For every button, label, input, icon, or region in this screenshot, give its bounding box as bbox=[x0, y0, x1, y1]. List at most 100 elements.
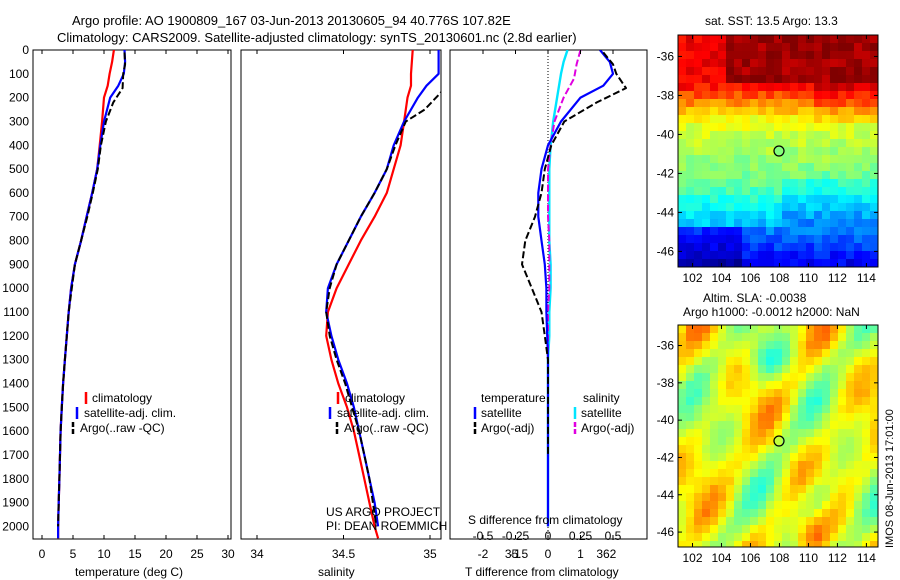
sst-cell bbox=[774, 59, 782, 67]
sst-cell bbox=[718, 43, 726, 51]
sst-cell bbox=[702, 83, 710, 91]
sst-cell bbox=[742, 43, 750, 51]
sla-cell bbox=[758, 477, 766, 485]
sst-cell bbox=[710, 203, 718, 211]
sla-cell bbox=[830, 413, 838, 421]
sla-cell bbox=[774, 365, 782, 373]
sst-cell bbox=[710, 227, 718, 235]
sla-cell bbox=[734, 437, 742, 445]
sst-cell bbox=[718, 211, 726, 219]
sst-cell bbox=[806, 203, 814, 211]
sla-cell bbox=[702, 333, 710, 341]
sst-cell bbox=[686, 67, 694, 75]
sla-cell bbox=[742, 413, 750, 421]
sla-cell bbox=[766, 445, 774, 453]
sla-cell bbox=[862, 357, 870, 365]
sst-cell bbox=[702, 75, 710, 83]
legend-label-climatology: climatology bbox=[345, 391, 405, 405]
sst-cell bbox=[854, 203, 862, 211]
sst-cell bbox=[758, 75, 766, 83]
imos-timestamp: IMOS 08-Jun-2013 17:01:00 bbox=[884, 409, 896, 548]
sst-cell bbox=[702, 219, 710, 227]
sla-cell bbox=[782, 341, 790, 349]
sst-cell bbox=[798, 99, 806, 107]
sst-cell bbox=[702, 235, 710, 243]
sla-cell bbox=[758, 469, 766, 477]
sst-cell bbox=[830, 91, 838, 99]
sst-cell bbox=[710, 219, 718, 227]
sst-cell bbox=[726, 259, 734, 267]
sst-cell bbox=[686, 243, 694, 251]
sla-cell bbox=[830, 325, 838, 333]
sst-cell bbox=[806, 171, 814, 179]
sst-cell bbox=[702, 155, 710, 163]
sst-cell bbox=[766, 99, 774, 107]
sla-cell bbox=[870, 357, 878, 365]
sla-cell bbox=[814, 421, 822, 429]
sst-cell bbox=[742, 163, 750, 171]
sst-cell bbox=[734, 59, 742, 67]
sst-cell bbox=[702, 259, 710, 267]
sla-cell bbox=[766, 365, 774, 373]
sst-cell bbox=[758, 155, 766, 163]
sla-cell bbox=[694, 453, 702, 461]
sla-cell bbox=[726, 421, 734, 429]
sst-cell bbox=[838, 219, 846, 227]
sst-cell bbox=[806, 91, 814, 99]
sla-cell bbox=[822, 381, 830, 389]
sla-cell bbox=[702, 325, 710, 333]
sst-cell bbox=[862, 147, 870, 155]
sla-cell bbox=[726, 357, 734, 365]
sst-cell bbox=[806, 187, 814, 195]
sst-cell bbox=[830, 67, 838, 75]
sla-cell bbox=[758, 357, 766, 365]
sst-cell bbox=[782, 99, 790, 107]
sst-cell bbox=[782, 155, 790, 163]
sst-cell bbox=[790, 75, 798, 83]
sst-cell bbox=[782, 107, 790, 115]
sla-cell bbox=[838, 477, 846, 485]
sst-cell bbox=[814, 43, 822, 51]
sst-cell bbox=[822, 259, 830, 267]
sla-cell bbox=[798, 541, 806, 547]
sst-cell bbox=[718, 171, 726, 179]
sst-cell bbox=[758, 123, 766, 131]
sla-cell bbox=[726, 501, 734, 509]
sla-cell bbox=[758, 541, 766, 547]
sla-cell bbox=[726, 453, 734, 461]
sst-cell bbox=[822, 179, 830, 187]
sla-cell bbox=[766, 333, 774, 341]
sla-cell bbox=[718, 373, 726, 381]
sst-cell bbox=[718, 123, 726, 131]
sla-cell bbox=[710, 485, 718, 493]
sst-cell bbox=[814, 171, 822, 179]
sla-cell bbox=[758, 493, 766, 501]
sla-cell bbox=[790, 533, 798, 541]
sla-cell bbox=[750, 517, 758, 525]
sla-cell bbox=[774, 485, 782, 493]
sla-cell bbox=[678, 429, 686, 437]
sla-cell bbox=[838, 525, 846, 533]
sst-cell bbox=[798, 139, 806, 147]
sst-cell bbox=[870, 147, 878, 155]
sst-cell bbox=[694, 131, 702, 139]
depth-tick-label: 800 bbox=[9, 234, 29, 248]
sla-cell bbox=[710, 381, 718, 389]
sla-cell bbox=[726, 525, 734, 533]
sla-cell bbox=[806, 509, 814, 517]
sst-cell bbox=[686, 211, 694, 219]
sla-cell bbox=[742, 333, 750, 341]
sla-cell bbox=[774, 501, 782, 509]
sst-cell bbox=[822, 251, 830, 259]
sla-cell bbox=[694, 493, 702, 501]
sla-cell bbox=[846, 325, 854, 333]
sst-cell bbox=[838, 187, 846, 195]
sla-cell bbox=[870, 469, 878, 477]
sst-cell bbox=[726, 131, 734, 139]
sla-cell bbox=[678, 525, 686, 533]
sla-cell bbox=[870, 421, 878, 429]
sst-cell bbox=[774, 107, 782, 115]
sst-cell bbox=[734, 179, 742, 187]
sla-cell bbox=[782, 389, 790, 397]
sst-cell bbox=[694, 171, 702, 179]
